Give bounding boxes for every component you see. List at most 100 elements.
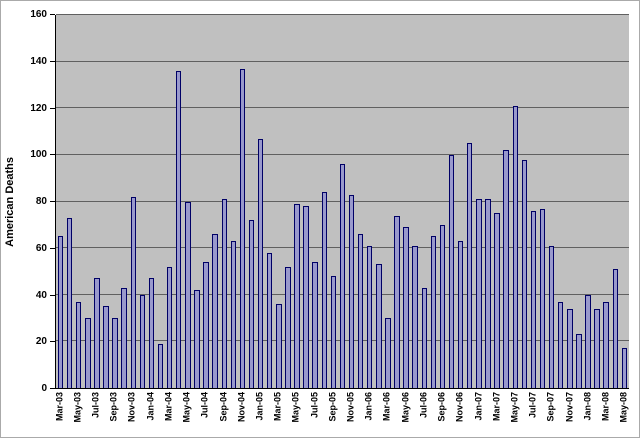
y-tick-label: 60 (35, 242, 47, 254)
bar-slot (429, 15, 438, 388)
bar-Jan-07 (476, 199, 482, 388)
bar-slot (556, 15, 565, 388)
bar-slot (374, 15, 383, 388)
x-tick-cell: Sep-03 (109, 389, 119, 437)
x-tick-label: Jan-07 (473, 392, 484, 421)
bar-Jul-05 (312, 262, 318, 388)
x-tick-label: May-07 (509, 392, 520, 423)
x-tick-cell: Sep-07 (545, 389, 556, 437)
bar-slot (593, 15, 602, 388)
bar-Mar-03 (57, 236, 64, 388)
bar-Nov-07 (567, 308, 573, 388)
x-tick-cell: Mar-04 (163, 389, 174, 437)
bar-Jan-08 (585, 294, 591, 388)
bar-slot (465, 15, 474, 388)
bar-Jul-03 (94, 278, 100, 388)
gridline (56, 107, 629, 109)
x-tick-label: Jul-04 (199, 392, 210, 419)
bar-slot (438, 15, 447, 388)
bar-Jun-07 (521, 159, 528, 388)
bar-slot (511, 15, 520, 388)
y-tick-mark (50, 388, 55, 389)
x-tick-label: Mar-07 (491, 392, 502, 422)
gridline (56, 14, 629, 15)
bar-slot (456, 15, 465, 388)
bar-Oct-07 (557, 301, 564, 388)
bar-Jun-05 (303, 206, 309, 388)
bar-slot (101, 15, 110, 388)
bar-Sep-04 (221, 199, 227, 388)
y-tick-label: 120 (30, 102, 47, 114)
y-tick-mark (50, 154, 55, 156)
bar-slot (283, 15, 292, 388)
bar-Aug-04 (212, 234, 218, 388)
bar-slot (247, 15, 256, 388)
bar-slot (65, 15, 74, 388)
x-tick-cell: Sep-06 (437, 389, 447, 437)
x-tick-label: Jul-06 (418, 392, 429, 419)
bar-slot (347, 15, 356, 388)
x-tick-cell: Jul-04 (199, 389, 210, 437)
x-tick-cell: Mar-08 (600, 389, 611, 437)
bar-Feb-05 (266, 252, 273, 388)
x-tick-label: Sep-05 (327, 392, 338, 422)
bar-slot (447, 15, 456, 388)
bar-Aug-07 (539, 208, 546, 388)
bar-slot (320, 15, 329, 388)
x-tick-label: Nov-07 (564, 392, 575, 423)
gridline (56, 153, 629, 155)
bar-slot (538, 15, 547, 388)
bar-slot (611, 15, 620, 388)
bar-slot (92, 15, 101, 388)
x-tick-label: Jan-05 (254, 392, 265, 421)
x-tick-cell: May-07 (509, 389, 520, 437)
x-tick-label: Jul-03 (90, 392, 101, 419)
gridline (56, 60, 629, 62)
x-tick-cell: Mar-03 (54, 389, 64, 437)
bar-slot (502, 15, 511, 388)
bar-slot (120, 15, 129, 388)
bar-Mar-06 (385, 318, 391, 388)
bar-Sep-05 (330, 276, 337, 388)
bar-Oct-04 (230, 241, 237, 388)
bar-Oct-03 (121, 287, 127, 388)
x-tick-label: Jan-04 (145, 392, 156, 421)
bar-slot (311, 15, 320, 388)
x-tick-cell: Sep-05 (327, 389, 338, 437)
bar-Apr-06 (394, 215, 400, 388)
x-tick-label: Mar-08 (600, 392, 611, 422)
y-tick-label: 20 (35, 336, 47, 348)
x-tick-cell: Jan-04 (145, 389, 156, 437)
bar-Sep-03 (112, 318, 118, 388)
x-tick-label: Sep-04 (218, 392, 229, 422)
bar-Dec-03 (139, 294, 146, 388)
x-tick-cell: Nov-06 (455, 389, 465, 437)
bar-Oct-06 (448, 154, 455, 388)
bar-slot (265, 15, 274, 388)
bar-Apr-05 (285, 266, 291, 388)
bar-slot (56, 15, 65, 388)
bar-slot (274, 15, 283, 388)
y-tick-mark (50, 14, 55, 15)
y-axis-title: American Deaths (1, 15, 19, 389)
bar-Apr-07 (503, 150, 509, 388)
bar-Feb-08 (594, 308, 600, 388)
bar-slot (383, 15, 392, 388)
bar-slot (402, 15, 411, 388)
bar-Jun-04 (194, 290, 200, 388)
bar-Dec-06 (467, 143, 473, 388)
bar-Jun-03 (85, 318, 91, 388)
x-tick-label: Jul-07 (527, 392, 538, 419)
bar-Jul-06 (421, 287, 428, 388)
x-tick-cell: May-03 (72, 389, 82, 437)
x-tick-cell: Mar-05 (273, 389, 283, 437)
x-tick-label: Jan-06 (363, 392, 374, 421)
x-tick-label: Mar-04 (163, 392, 174, 422)
bar-slot (211, 15, 220, 388)
bar-Feb-06 (376, 264, 382, 388)
bar-Dec-05 (357, 234, 364, 388)
bar-Nov-04 (239, 68, 246, 388)
bar-slot (256, 15, 265, 388)
bar-slot (338, 15, 347, 388)
x-tick-label: Sep-07 (545, 392, 556, 422)
